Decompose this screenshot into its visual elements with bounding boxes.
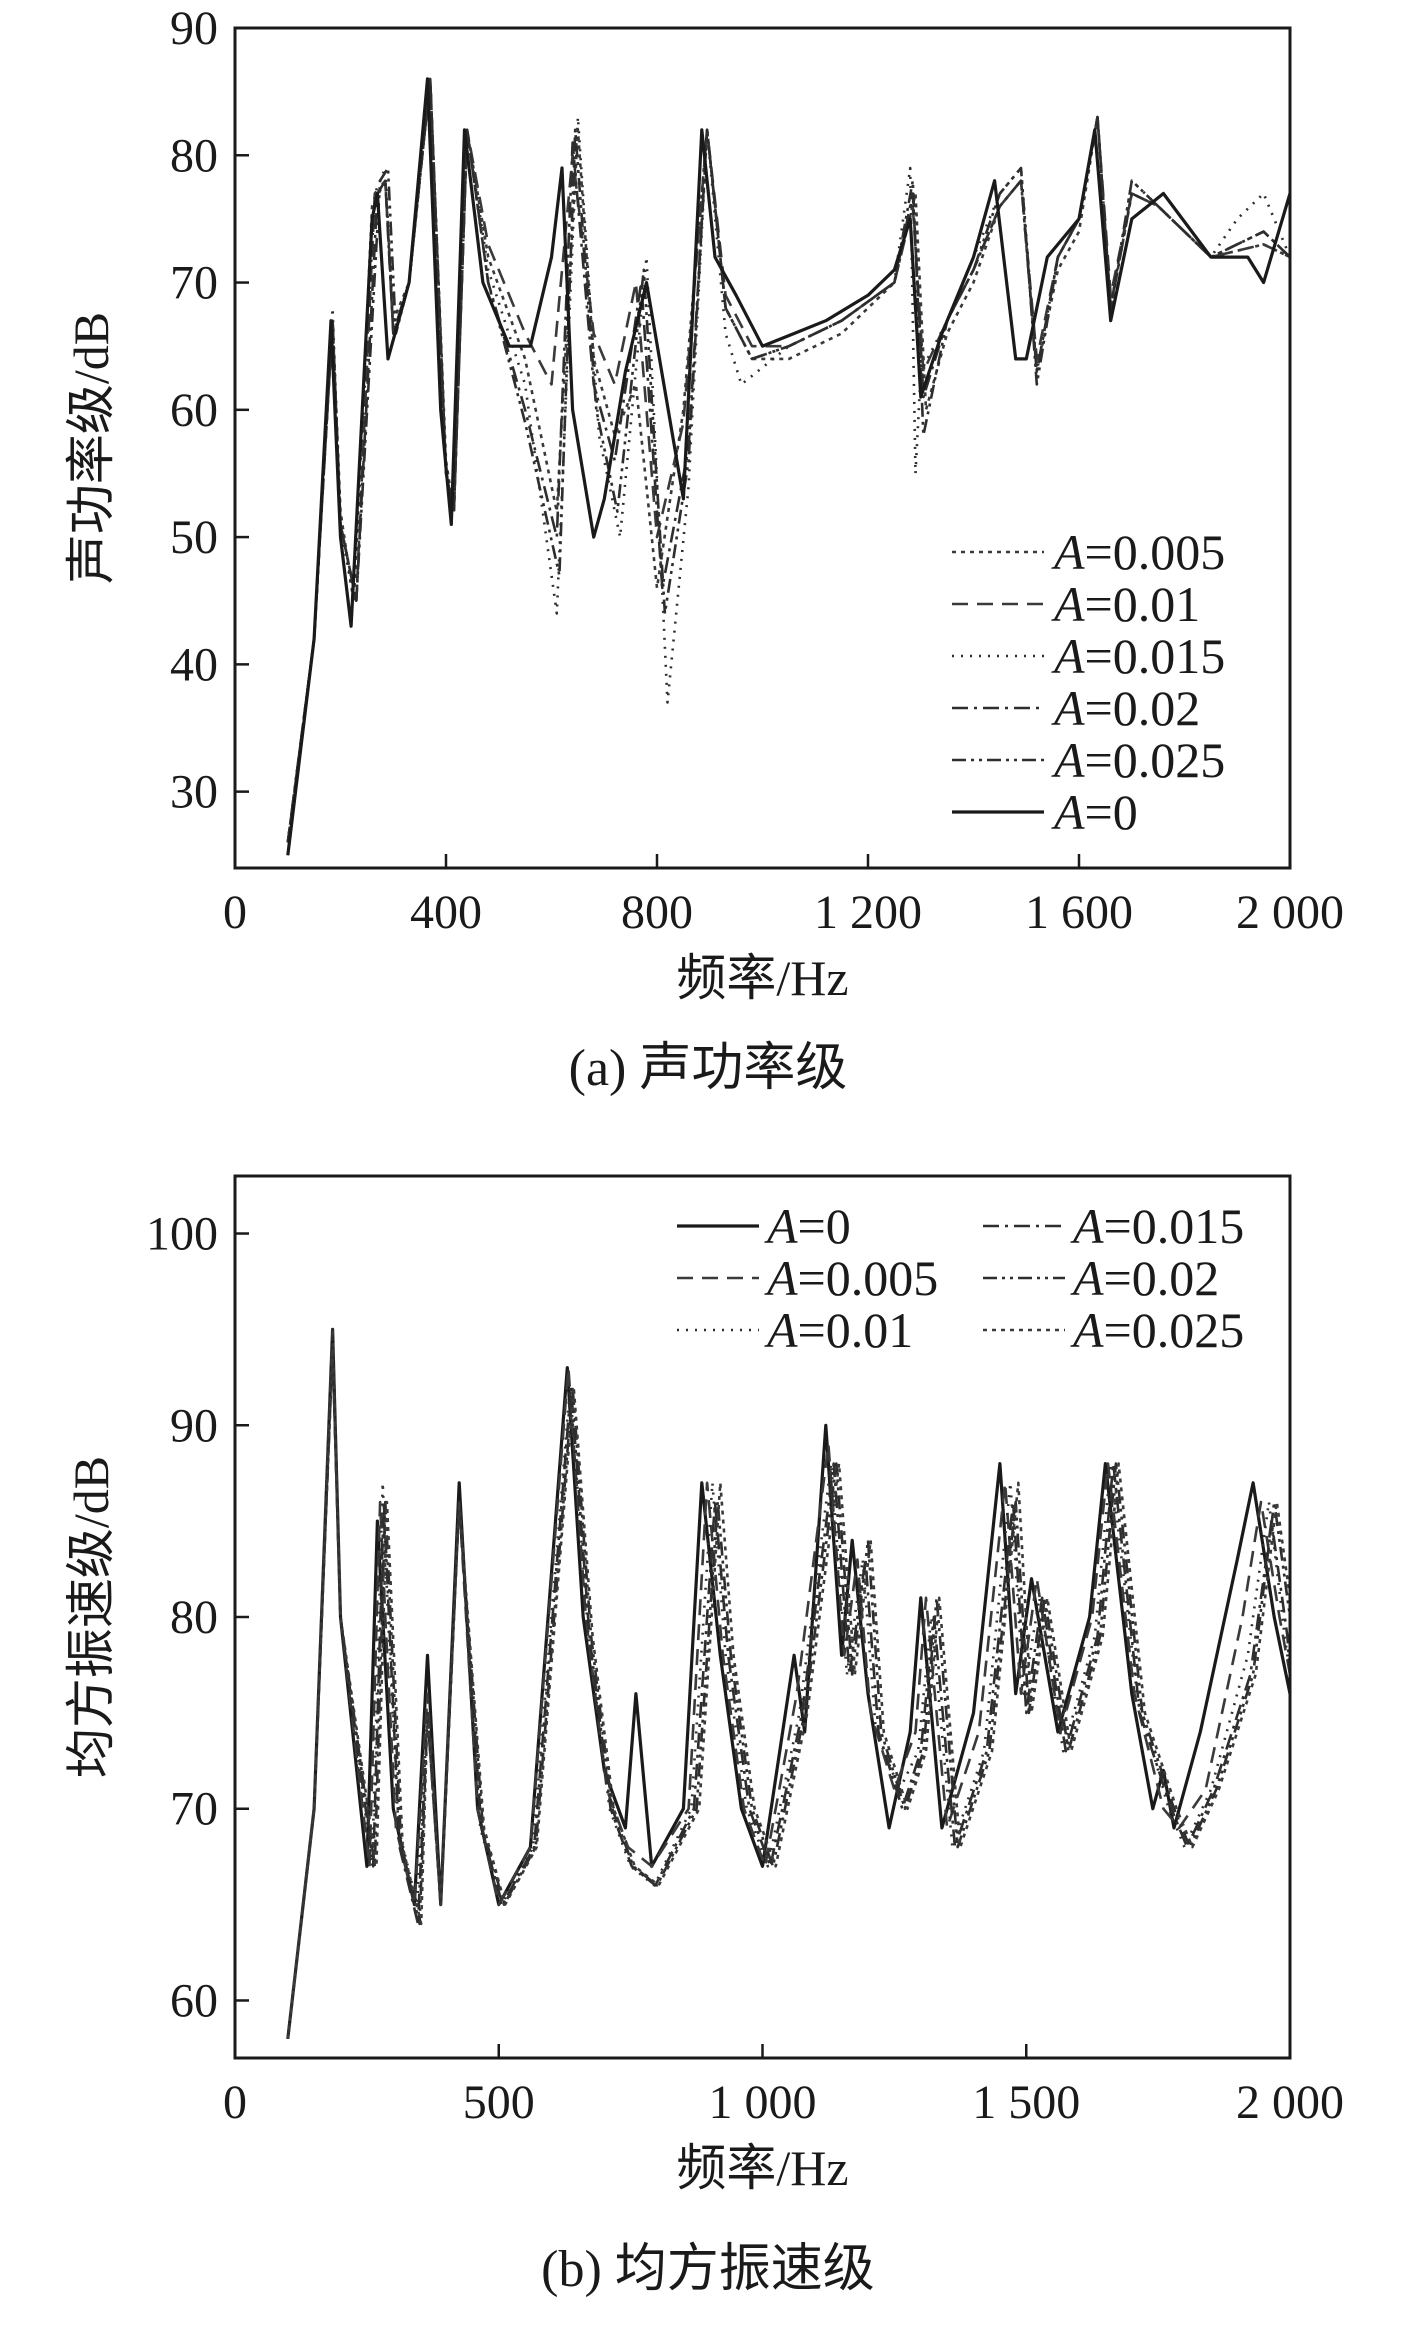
series-group	[286, 77, 1290, 856]
legend-value: =0.025	[1085, 732, 1226, 788]
legend-entry: A=0.005	[764, 1250, 938, 1306]
x-tick-label: 1 200	[814, 886, 922, 939]
x-tick-label: 500	[463, 2076, 535, 2129]
series-group	[286, 1327, 1290, 2039]
legend-value: =0	[1085, 784, 1138, 840]
series-line-0	[286, 1327, 1290, 2039]
series-line-4	[286, 1347, 1290, 2039]
legend-value: =0.005	[1085, 524, 1226, 580]
x-axis-label: 频率/Hz	[676, 2140, 848, 2196]
x-tick-label: 1 000	[709, 2076, 817, 2129]
legend-entry: A=0.015	[1070, 1198, 1244, 1254]
legend-value: =0.01	[798, 1302, 914, 1358]
series-line-5	[286, 77, 1290, 856]
legend-var: A	[1051, 576, 1085, 632]
legend-entry: A=0.005	[1051, 524, 1225, 580]
legend-var: A	[764, 1198, 798, 1254]
y-tick-label: 90	[170, 1399, 218, 1452]
legend-value: =0.015	[1085, 628, 1226, 684]
y-tick-label: 60	[170, 1974, 218, 2027]
x-axis-label: 频率/Hz	[676, 950, 848, 1006]
legend-var: A	[764, 1302, 798, 1358]
x-tick-label: 1 600	[1025, 886, 1133, 939]
y-tick-label: 90	[170, 2, 218, 55]
legend-value: =0.02	[1085, 680, 1201, 736]
legend-value: =0	[798, 1198, 851, 1254]
y-tick-label: 40	[170, 638, 218, 691]
chart-a-svg: 0 400 800 1 200 1 600 2 000 30 40 50 60 70 80 90 频率/H…	[63, 2, 1344, 1097]
x-tick-label: 2 000	[1236, 2076, 1344, 2129]
x-tick-label: 0	[223, 2076, 247, 2129]
x-tick-label: 800	[621, 886, 693, 939]
series-line-2	[286, 1328, 1290, 2039]
legend-var: A	[1070, 1250, 1104, 1306]
figure-caption: (a) 声功率级	[569, 1040, 848, 1097]
chart-b-svg: 0 500 1 000 1 500 2 000 60 70 80 90 100 频率/Hz 均方振速级…	[63, 1174, 1344, 2298]
legend-value: =0.025	[1104, 1302, 1245, 1358]
x-tick-label: 2 000	[1236, 886, 1344, 939]
legend-entry: A=0.025	[1051, 732, 1225, 788]
y-tick-label: 30	[170, 766, 218, 819]
series-line-5	[286, 1347, 1290, 2039]
x-tick-label: 0	[223, 886, 247, 939]
legend-entry: A=0.01	[1051, 576, 1200, 632]
series-line-1	[286, 1328, 1290, 2039]
legend-var: A	[1051, 628, 1085, 684]
y-axis-label: 均方振速级/dB	[63, 1456, 119, 1778]
legend-value: =0.02	[1104, 1250, 1220, 1306]
x-tick-label: 400	[410, 886, 482, 939]
legend-value: =0.005	[798, 1250, 939, 1306]
y-tick-label: 100	[146, 1208, 218, 1261]
legend-entry: A=0.02	[1051, 680, 1200, 736]
y-tick-label: 60	[170, 384, 218, 437]
legend-var: A	[1051, 524, 1085, 580]
legend-entry: A=0	[764, 1198, 851, 1254]
y-tick-label: 80	[170, 129, 218, 182]
y-axis-label: 声功率级/dB	[63, 312, 119, 584]
legend-value: =0.015	[1104, 1198, 1245, 1254]
y-tick-label: 80	[170, 1591, 218, 1644]
legend-var: A	[1070, 1198, 1104, 1254]
legend-value: =0.01	[1085, 576, 1201, 632]
x-tick-label: 1 500	[972, 2076, 1080, 2129]
y-tick-label: 70	[170, 257, 218, 310]
legend-var: A	[764, 1250, 798, 1306]
chart-panel-b: 0 500 1 000 1 500 2 000 60 70 80 90 100 频率/Hz 均方振速级…	[0, 1150, 1417, 2328]
legend-var: A	[1070, 1302, 1104, 1358]
chart-panel-a: 0 400 800 1 200 1 600 2 000 30 40 50 60 70 80 90 频率/H…	[0, 0, 1417, 1140]
legend-var: A	[1051, 732, 1085, 788]
legend-entry: A=0.01	[764, 1302, 913, 1358]
figure-caption: (b) 均方振速级	[541, 2241, 875, 2298]
series-line-3	[286, 77, 1290, 843]
y-tick-label: 50	[170, 511, 218, 564]
legend-entry: A=0.025	[1070, 1302, 1244, 1358]
legend-var: A	[1051, 680, 1085, 736]
legend-entry: A=0.015	[1051, 628, 1225, 684]
plot-frame	[233, 26, 1292, 870]
y-tick-label: 70	[170, 1783, 218, 1836]
legend-entry: A=0.02	[1070, 1250, 1219, 1306]
legend-entry: A=0	[1051, 784, 1138, 840]
legend-var: A	[1051, 784, 1085, 840]
